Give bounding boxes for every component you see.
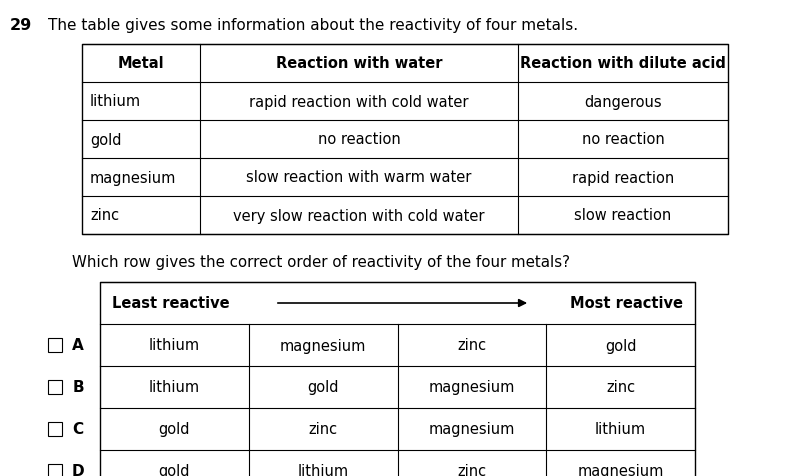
Text: The table gives some information about the reactivity of four metals.: The table gives some information about t…	[48, 18, 578, 33]
Text: Most reactive: Most reactive	[570, 296, 683, 311]
Bar	[48, 464, 62, 476]
Bar	[48, 422, 62, 436]
Text: magnesium: magnesium	[429, 380, 515, 395]
Text: zinc: zinc	[90, 208, 119, 223]
Text: C: C	[73, 422, 83, 436]
Text: D: D	[72, 464, 84, 476]
Text: Which row gives the correct order of reactivity of the four metals?: Which row gives the correct order of rea…	[72, 255, 570, 269]
Text: Reaction with water: Reaction with water	[276, 56, 442, 71]
Text: lithium: lithium	[149, 380, 200, 395]
Text: no reaction: no reaction	[582, 132, 664, 147]
Text: B: B	[72, 380, 84, 395]
Text: zinc: zinc	[606, 380, 635, 395]
Text: lithium: lithium	[595, 422, 646, 436]
Text: Reaction with dilute acid: Reaction with dilute acid	[520, 56, 726, 71]
Bar	[100, 282, 695, 476]
Text: Least reactive: Least reactive	[112, 296, 230, 311]
Text: zinc: zinc	[309, 422, 338, 436]
Text: no reaction: no reaction	[318, 132, 400, 147]
Text: lithium: lithium	[90, 94, 141, 109]
Text: gold: gold	[90, 132, 122, 147]
Text: A: A	[72, 338, 84, 353]
Text: lithium: lithium	[298, 464, 349, 476]
Text: magnesium: magnesium	[429, 422, 515, 436]
Text: rapid reaction: rapid reaction	[572, 170, 674, 185]
Text: Metal: Metal	[118, 56, 164, 71]
Text: slow reaction with warm water: slow reaction with warm water	[246, 170, 472, 185]
Text: gold: gold	[307, 380, 339, 395]
Text: gold: gold	[158, 464, 190, 476]
Text: zinc: zinc	[458, 338, 486, 353]
Text: zinc: zinc	[458, 464, 486, 476]
Text: magnesium: magnesium	[578, 464, 664, 476]
Bar	[48, 338, 62, 352]
Bar	[82, 45, 728, 235]
Text: magnesium: magnesium	[90, 170, 176, 185]
Text: slow reaction: slow reaction	[574, 208, 672, 223]
Bar	[48, 380, 62, 394]
Text: magnesium: magnesium	[280, 338, 366, 353]
Text: gold: gold	[158, 422, 190, 436]
Text: 29: 29	[10, 18, 32, 33]
Text: rapid reaction with cold water: rapid reaction with cold water	[250, 94, 469, 109]
Text: lithium: lithium	[149, 338, 200, 353]
Text: very slow reaction with cold water: very slow reaction with cold water	[234, 208, 485, 223]
Text: dangerous: dangerous	[584, 94, 662, 109]
Text: gold: gold	[605, 338, 636, 353]
